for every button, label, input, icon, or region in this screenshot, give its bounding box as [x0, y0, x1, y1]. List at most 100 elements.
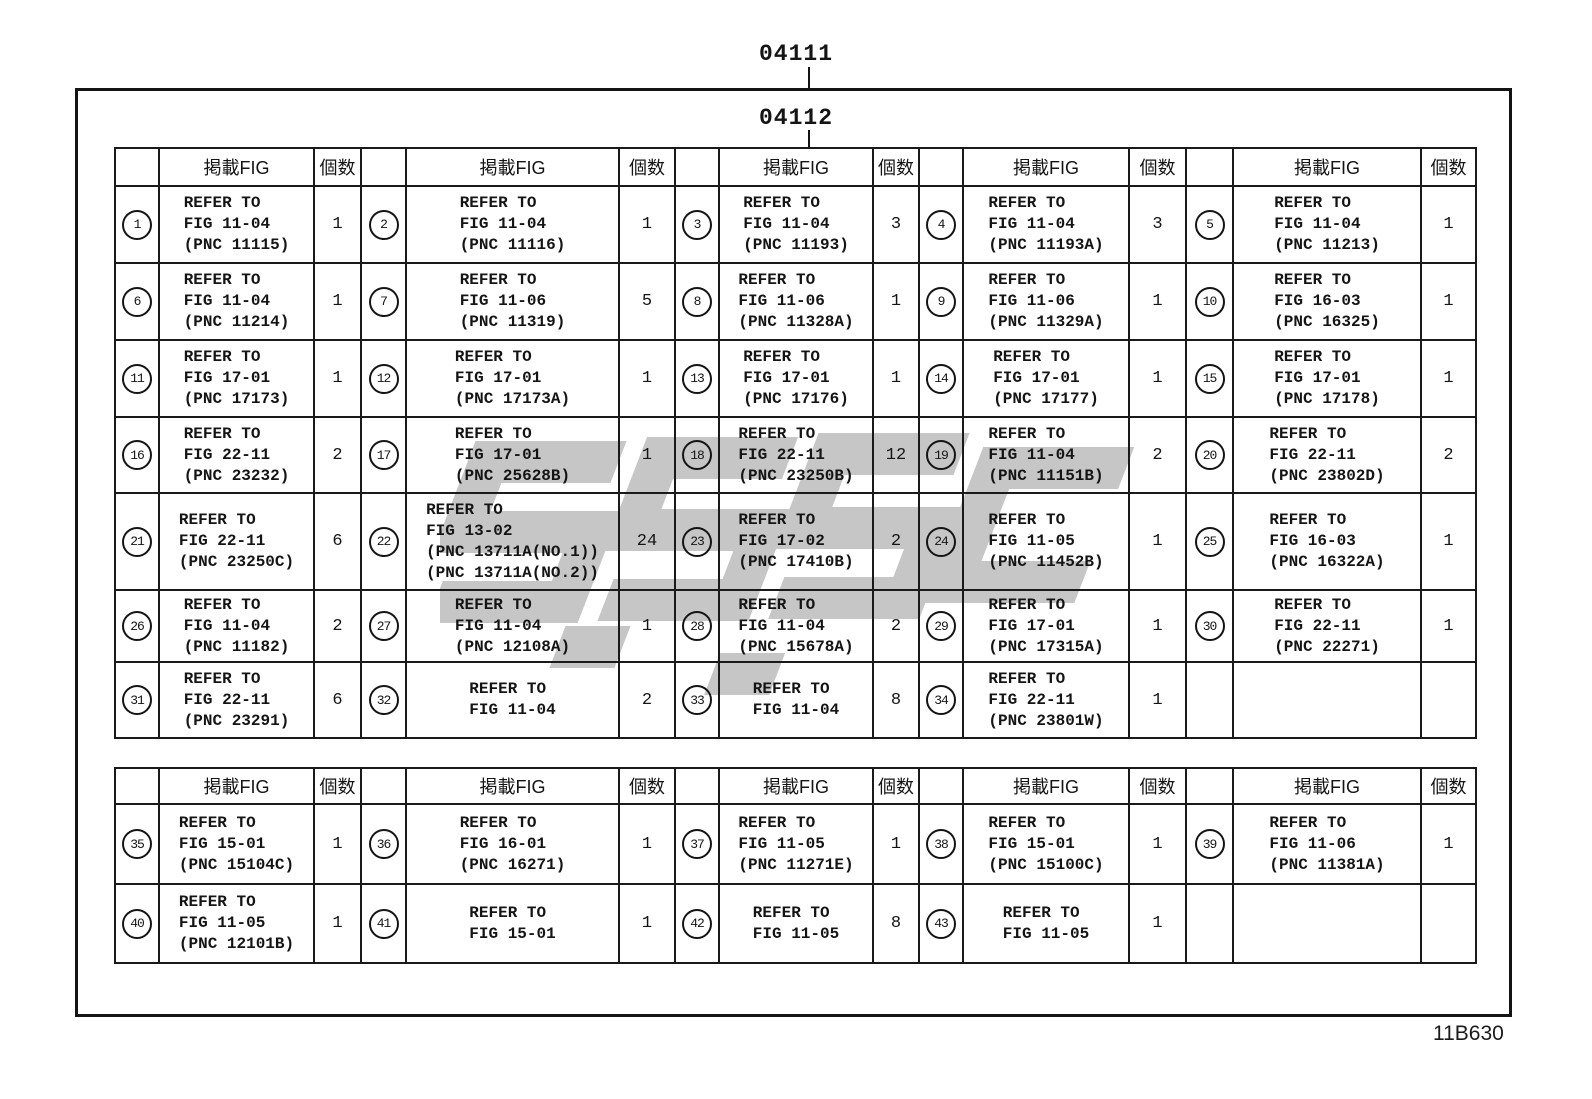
col-header-qty: 個数 — [1128, 147, 1187, 187]
fig-line: REFER TO — [752, 680, 830, 698]
item-number-cell: 25 — [1185, 492, 1234, 591]
fig-reference-cell: REFER TO FIG 22-11 (PNC 23250C) — [158, 492, 315, 591]
fig-reference-cell: REFER TO FIG 16-01 (PNC 16271) — [405, 803, 620, 885]
fig-line: (PNC 11214) — [183, 313, 290, 331]
circled-number: 39 — [1194, 829, 1225, 859]
fig-line: (PNC 13711A(NO.1)) — [426, 542, 599, 561]
fig-line: REFER TO — [1269, 424, 1347, 443]
fig-reference: REFER TO FIG 17-01 (PNC 17173) — [184, 347, 290, 410]
fig-reference-cell: REFER TO FIG 17-01 (PNC 17315A) — [962, 589, 1130, 663]
fig-reference-cell: REFER TO FIG 17-01 (PNC 17176) — [718, 339, 874, 418]
quantity-cell: 1 — [618, 589, 676, 663]
quantity-cell: 1 — [313, 339, 362, 418]
fig-reference-cell: REFER TO FIG 11-06 (PNC 11329A) — [962, 262, 1130, 341]
fig-line: FIG 22-11 — [183, 690, 271, 709]
quantity: 1 — [1443, 532, 1454, 551]
col-header-fig: 掲載FIG — [1232, 147, 1422, 187]
fig-reference-cell: REFER TO FIG 11-05 — [962, 883, 1130, 964]
fig-reference: REFER TO FIG 11-04 (PNC 11193) — [743, 193, 849, 256]
circled-number: 18 — [682, 440, 712, 470]
col-header-qty: 個数 — [1420, 147, 1477, 187]
fig-line: (PNC 23801W) — [988, 711, 1104, 730]
fig-reference-cell: REFER TO FIG 11-05 (PNC 12101B) — [158, 883, 315, 964]
col-header-fig: 掲載FIG — [718, 767, 874, 805]
item-number-cell: 43 — [918, 883, 964, 964]
item-number-cell: 1 — [114, 185, 160, 264]
quantity-cell: 1 — [1128, 589, 1187, 663]
quantity: 1 — [1152, 914, 1163, 933]
circled-number: 26 — [122, 611, 152, 641]
col-header-qty: 個数 — [872, 147, 920, 187]
quantity: 1 — [1152, 690, 1163, 710]
item-number-cell: 10 — [1185, 262, 1234, 341]
circled-number: 15 — [1194, 363, 1225, 394]
fig-line: (PNC 11116) — [459, 236, 566, 254]
fig-reference-cell: REFER TO FIG 17-02 (PNC 17410B) — [718, 492, 874, 591]
quantity: 1 — [1443, 292, 1454, 311]
circled-number: 29 — [926, 611, 956, 641]
fig-line: (PNC 11213) — [1274, 236, 1380, 254]
quantity: 6 — [332, 532, 343, 551]
item-number-cell: 24 — [918, 492, 964, 591]
fig-line: (PNC 11115) — [183, 236, 290, 254]
quantity-cell: 2 — [1420, 416, 1477, 494]
fig-line: REFER TO — [178, 893, 256, 911]
quantity: 2 — [890, 616, 902, 636]
item-number-cell: 14 — [918, 339, 964, 418]
quantity-cell: 24 — [618, 492, 676, 591]
fig-reference-cell: REFER TO FIG 11-05 (PNC 11271E) — [718, 803, 874, 885]
fig-line: (PNC 17315A) — [988, 637, 1104, 656]
item-number-cell: 35 — [114, 803, 160, 885]
item-number-cell: 22 — [360, 492, 407, 591]
quantity-cell: 3 — [872, 185, 920, 264]
fig-line: (PNC 11329A) — [988, 313, 1104, 331]
fig-reference-cell: REFER TO FIG 11-04 (PNC 11115) — [158, 185, 315, 264]
fig-reference: REFER TO FIG 16-01 (PNC 16271) — [460, 813, 566, 876]
fig-reference: REFER TO FIG 17-01 (PNC 25628B) — [455, 424, 570, 487]
fig-line: (PNC 23802D) — [1269, 466, 1385, 485]
quantity-cell: 1 — [1128, 883, 1187, 964]
fig-reference-cell: REFER TO FIG 17-01 (PNC 25628B) — [405, 416, 620, 494]
fig-line: FIG 15-01 — [469, 924, 556, 943]
fig-line: FIG 11-04 — [743, 215, 830, 233]
item-number-cell: 12 — [360, 339, 407, 418]
quantity: 1 — [1443, 834, 1454, 854]
fig-line: FIG 11-04 — [183, 616, 271, 635]
quantity: 1 — [1152, 616, 1163, 636]
parts-table-upper: 掲載FIG 個数 掲載FIG 個数 掲載FIG 個数 掲載FIG 個数 掲載FI… — [114, 147, 1477, 739]
quantity-cell: 1 — [872, 262, 920, 341]
fig-line: REFER TO — [1274, 271, 1351, 289]
fig-line: (PNC 23291) — [183, 711, 290, 730]
quantity: 1 — [641, 369, 653, 388]
fig-line: FIG 22-11 — [738, 445, 825, 464]
quantity: 1 — [1443, 369, 1454, 388]
fig-reference: REFER TO FIG 11-04 (PNC 11193A) — [988, 193, 1103, 256]
fig-reference-cell: REFER TO FIG 22-11 (PNC 23232) — [158, 416, 315, 494]
fig-line: (PNC 11328A) — [738, 313, 854, 331]
fig-reference: REFER TO FIG 17-01 (PNC 17176) — [743, 347, 849, 410]
table-row: 1 REFER TO FIG 11-04 (PNC 11115) 1 2 REFER… — [114, 185, 1477, 264]
fig-line: REFER TO — [454, 348, 532, 366]
fig-reference-cell: REFER TO FIG 22-11 (PNC 23802D) — [1232, 416, 1422, 494]
empty-cell — [1185, 661, 1234, 739]
fig-line: FIG 13-02 — [426, 521, 513, 540]
fig-reference-cell: REFER TO FIG 11-04 (PNC 11182) — [158, 589, 315, 663]
circled-number: 1 — [122, 209, 152, 240]
quantity: 2 — [890, 532, 902, 551]
fig-line: FIG 11-04 — [752, 701, 840, 719]
fig-line: (PNC 17173A) — [454, 390, 571, 408]
circled-number: 42 — [682, 908, 712, 939]
fig-reference: REFER TO FIG 17-01 (PNC 17178) — [1274, 347, 1380, 410]
circled-number: 34 — [926, 685, 956, 715]
fig-reference: REFER TO FIG 17-01 (PNC 17315A) — [988, 595, 1103, 658]
item-number-cell: 15 — [1185, 339, 1234, 418]
fig-line: (PNC 11193A) — [988, 236, 1104, 254]
quantity-cell: 3 — [1128, 185, 1187, 264]
quantity: 2 — [1443, 445, 1454, 465]
quantity-cell: 1 — [1420, 492, 1477, 591]
quantity-cell: 1 — [1420, 589, 1477, 663]
fig-line: FIG 11-05 — [178, 914, 266, 932]
item-number-cell: 7 — [360, 262, 407, 341]
fig-line: (PNC 15678A) — [738, 637, 854, 656]
